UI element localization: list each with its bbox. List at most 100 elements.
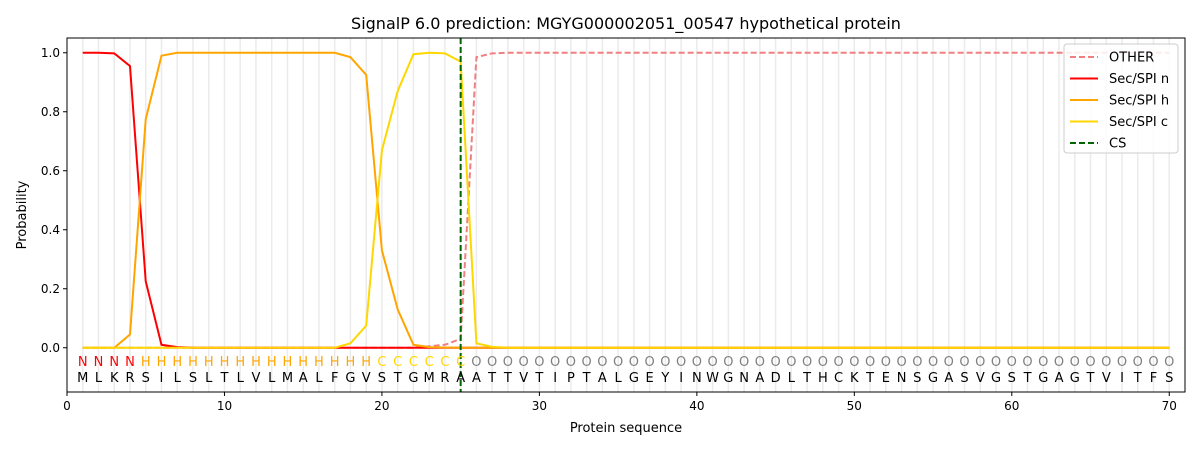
region-label: O <box>865 355 875 370</box>
region-label: O <box>1148 355 1158 370</box>
region-label: H <box>361 355 371 370</box>
region-label: H <box>283 355 293 370</box>
region-label: C <box>377 355 386 370</box>
region-label: O <box>975 355 985 370</box>
series-line-sec-spi-n <box>82 51 1170 349</box>
legend-entry: CS <box>1109 137 1126 152</box>
region-label: O <box>550 355 560 370</box>
region-label: H <box>220 355 230 370</box>
x-tick-label: 60 <box>1004 399 1019 413</box>
region-label: O <box>692 355 702 370</box>
region-label: H <box>172 355 182 370</box>
region-label: O <box>755 355 765 370</box>
region-label: H <box>346 355 356 370</box>
region-label: O <box>1022 355 1032 370</box>
region-label: N <box>125 355 135 370</box>
region-label: O <box>912 355 922 370</box>
region-label: H <box>235 355 245 370</box>
region-label: O <box>1117 355 1127 370</box>
region-label: H <box>314 355 324 370</box>
series-line-sec-spi-c <box>82 51 1170 349</box>
region-label: H <box>330 355 340 370</box>
region-label: O <box>503 355 513 370</box>
residue-sequence: MLKRSILSLTLVLMALFGVSTGMRAATTVTIPTALGEYIN… <box>77 371 1173 386</box>
x-tick-label: 50 <box>847 399 862 413</box>
region-label: H <box>267 355 277 370</box>
region-label: C <box>456 355 465 370</box>
region-label: O <box>519 355 529 370</box>
plot-frame <box>66 37 1186 393</box>
x-tick-label: 10 <box>217 399 232 413</box>
region-label: O <box>818 355 828 370</box>
region-label: O <box>582 355 592 370</box>
region-label: O <box>1038 355 1048 370</box>
y-tick-label: 0.8 <box>41 105 60 119</box>
legend-entry: Sec/SPI c <box>1109 115 1168 130</box>
region-label: O <box>613 355 623 370</box>
region-label: C <box>440 355 449 370</box>
x-tick-label: 70 <box>1162 399 1177 413</box>
series-line-sec-spi-h <box>82 51 1170 349</box>
region-label: O <box>802 355 812 370</box>
region-label: O <box>881 355 891 370</box>
region-label: C <box>393 355 402 370</box>
x-axis-label: Protein sequence <box>570 421 682 436</box>
region-label: O <box>1070 355 1080 370</box>
region-label: O <box>1164 355 1174 370</box>
region-label: N <box>78 355 88 370</box>
region-label: O <box>723 355 733 370</box>
region-label: O <box>1133 355 1143 370</box>
x-tick-label: 40 <box>689 399 704 413</box>
region-label: O <box>566 355 576 370</box>
region-label: N <box>109 355 119 370</box>
legend-entry: OTHER <box>1109 51 1154 66</box>
region-label: O <box>896 355 906 370</box>
chart-title: SignalP 6.0 prediction: MGYG000002051_00… <box>351 14 901 34</box>
y-tick-label: 0.2 <box>41 282 60 296</box>
region-label: O <box>471 355 481 370</box>
region-label: O <box>739 355 749 370</box>
region-label: H <box>141 355 151 370</box>
region-label: C <box>425 355 434 370</box>
region-label: O <box>1054 355 1064 370</box>
region-label: O <box>928 355 938 370</box>
region-label: H <box>204 355 214 370</box>
region-label: O <box>833 355 843 370</box>
y-tick-label: 0.0 <box>41 341 60 355</box>
region-label: O <box>645 355 655 370</box>
x-tick-label: 30 <box>532 399 547 413</box>
region-label: O <box>597 355 607 370</box>
y-tick-label: 1.0 <box>41 46 60 60</box>
x-tick-label: 20 <box>374 399 389 413</box>
region-label: O <box>707 355 717 370</box>
region-label: O <box>770 355 780 370</box>
legend-entry: Sec/SPI n <box>1109 72 1169 87</box>
region-label: H <box>188 355 198 370</box>
legend-box <box>1063 43 1179 154</box>
region-label: O <box>849 355 859 370</box>
x-tick-label: 0 <box>63 399 71 413</box>
region-label: H <box>298 355 308 370</box>
region-label: O <box>1085 355 1095 370</box>
y-axis-label: Probability <box>15 180 30 249</box>
region-label: O <box>676 355 686 370</box>
region-label: O <box>786 355 796 370</box>
region-label: O <box>1101 355 1111 370</box>
series-line-other <box>82 51 1170 349</box>
legend-entry: Sec/SPI h <box>1109 94 1169 109</box>
region-label: H <box>251 355 261 370</box>
y-tick-label: 0.4 <box>41 223 60 237</box>
region-label: O <box>991 355 1001 370</box>
region-label: O <box>1007 355 1017 370</box>
y-tick-label: 0.6 <box>41 164 60 178</box>
region-label: O <box>959 355 969 370</box>
region-label: O <box>534 355 544 370</box>
region-label: O <box>660 355 670 370</box>
region-label: N <box>94 355 104 370</box>
region-label: C <box>409 355 418 370</box>
region-label: O <box>629 355 639 370</box>
region-label: O <box>487 355 497 370</box>
region-label: O <box>944 355 954 370</box>
region-label: H <box>157 355 167 370</box>
